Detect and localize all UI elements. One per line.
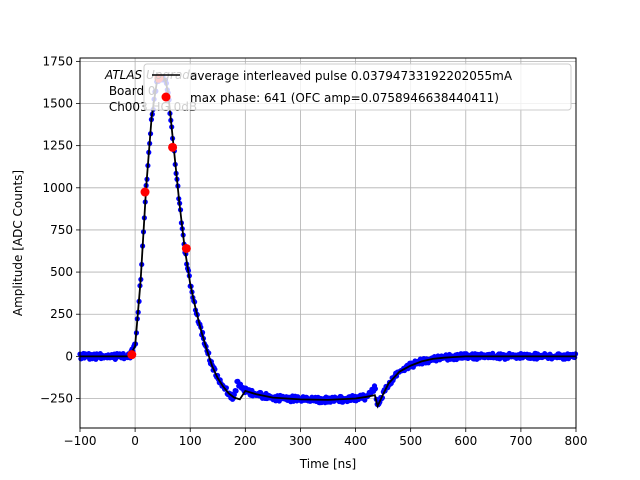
y-tick-label: 1250 <box>42 139 73 153</box>
x-axis-label: Time [ns] <box>299 457 356 471</box>
max-phase-marker <box>168 142 178 152</box>
data-point <box>233 388 239 394</box>
y-tick-label: 750 <box>50 223 73 237</box>
x-tick-label: 800 <box>565 434 588 448</box>
x-tick-label: 500 <box>399 434 422 448</box>
y-axis-label: Amplitude [ADC Counts] <box>11 170 25 316</box>
y-tick-label: 250 <box>50 307 73 321</box>
data-point <box>372 386 378 392</box>
legend-label-average-pulse: average interleaved pulse 0.037947331922… <box>190 69 513 83</box>
legend-label-max-phase: max phase: 641 (OFC amp=0.07589466384404… <box>190 91 499 105</box>
x-tick-label: 300 <box>289 434 312 448</box>
x-tick-label: 200 <box>234 434 257 448</box>
y-tick-label: 500 <box>50 265 73 279</box>
y-tick-label: 1750 <box>42 54 73 68</box>
legend: average interleaved pulse 0.037947331922… <box>143 63 572 111</box>
x-tick-label: 700 <box>509 434 532 448</box>
y-tick-label: 1000 <box>42 181 73 195</box>
x-tick-label: −100 <box>64 434 97 448</box>
x-tick-label: 600 <box>454 434 477 448</box>
x-tick-label: 100 <box>179 434 202 448</box>
ticks: −100 0 100 200 300 400 500 600 700 800 −250 0 250 500… <box>40 54 587 448</box>
y-tick-label: 1500 <box>42 97 73 111</box>
x-tick-label: 0 <box>131 434 139 448</box>
axes-frame <box>79 57 577 429</box>
y-tick-label: −250 <box>40 392 73 406</box>
legend-marker-swatch <box>161 92 171 102</box>
max-phase-marker <box>181 243 191 253</box>
legend-box <box>143 63 572 111</box>
board-label: Board 0 <box>105 84 156 98</box>
y-tick-label: 0 <box>65 349 73 363</box>
x-tick-label: 400 <box>344 434 367 448</box>
max-phase-marker <box>140 187 150 197</box>
max-phase-marker <box>127 350 137 360</box>
